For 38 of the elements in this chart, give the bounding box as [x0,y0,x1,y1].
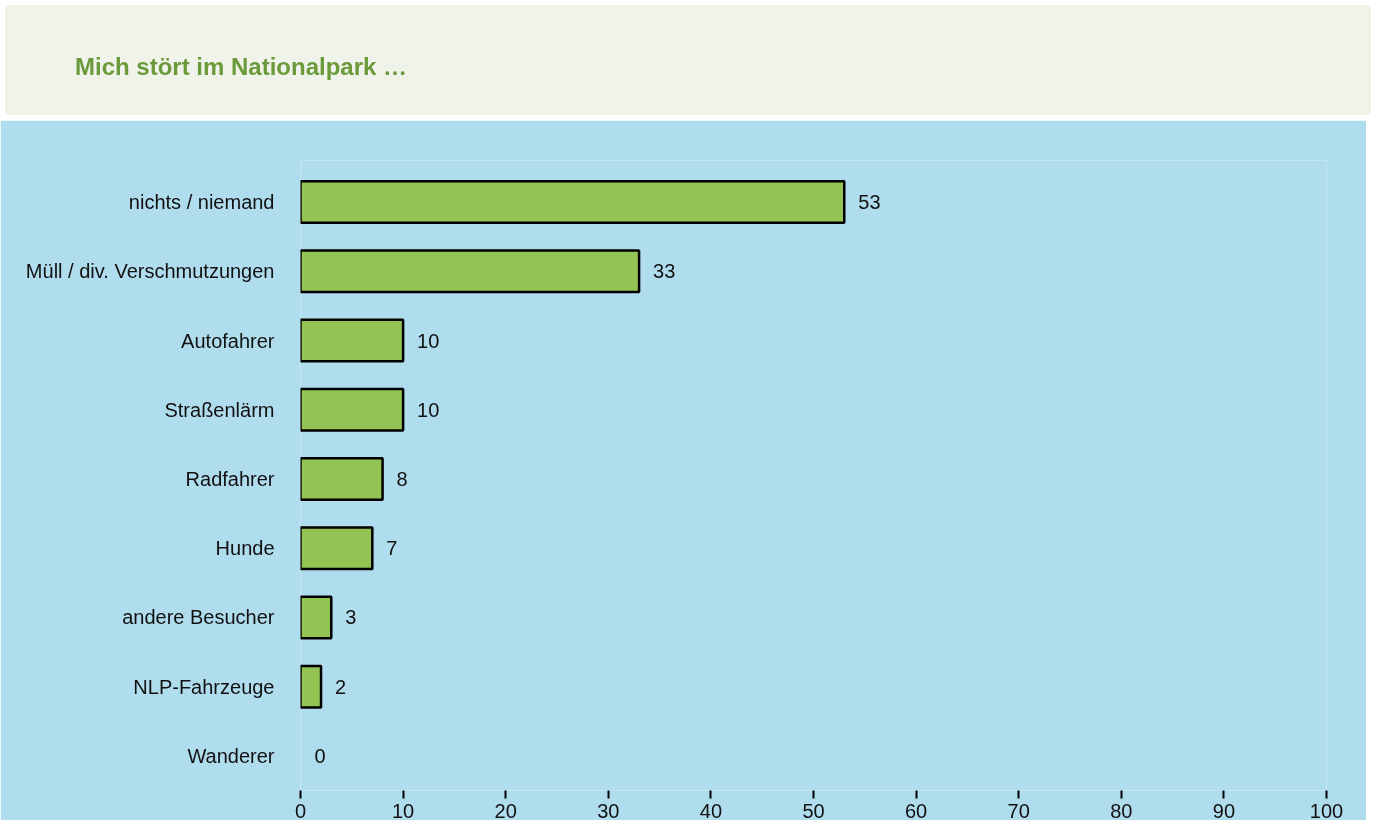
y-tick-label: NLP-Fahrzeuge [133,675,275,698]
data-label: 10 [417,329,440,352]
x-tick-label: 40 [699,799,723,822]
y-tick-label: Autofahrer [181,329,275,352]
data-label: 2 [335,675,347,698]
data-label: 8 [396,467,408,490]
bar [300,387,405,432]
bar [300,456,384,501]
x-tick-label: 60 [904,799,928,822]
data-label: 3 [345,606,357,629]
data-label: 33 [653,260,676,283]
data-label: 7 [386,537,398,560]
data-label: 0 [314,744,326,767]
bar [300,249,641,294]
x-tick-label: 30 [597,799,620,822]
data-label: 53 [858,191,881,214]
y-tick-label: Müll / div. Verschmutzungen [25,260,275,283]
x-tick-label: 50 [802,799,825,822]
x-tick-label: 0 [294,799,307,822]
y-tick-label: nichts / niemand [128,191,275,214]
y-tick-label: Hunde [215,537,275,560]
bar [300,180,846,225]
y-tick-label: Straßenlärm [164,398,275,421]
x-tick-label: 80 [1110,799,1133,822]
x-tick-label: 70 [1007,799,1030,822]
x-tick-label: 10 [391,799,415,822]
y-tick-label: andere Besucher [122,606,275,629]
y-tick-label: Radfahrer [185,467,275,490]
y-tick-label: Wanderer [187,744,275,767]
x-tick-label: 90 [1212,799,1236,822]
bar [300,318,405,363]
bar [300,526,374,571]
data-label: 10 [417,398,440,421]
bar [300,664,323,709]
x-tick-label: 100 [1309,799,1344,822]
chart-title: Mich stört im Nationalpark … [75,52,408,82]
x-tick-label: 20 [494,799,517,822]
bar [300,595,333,640]
